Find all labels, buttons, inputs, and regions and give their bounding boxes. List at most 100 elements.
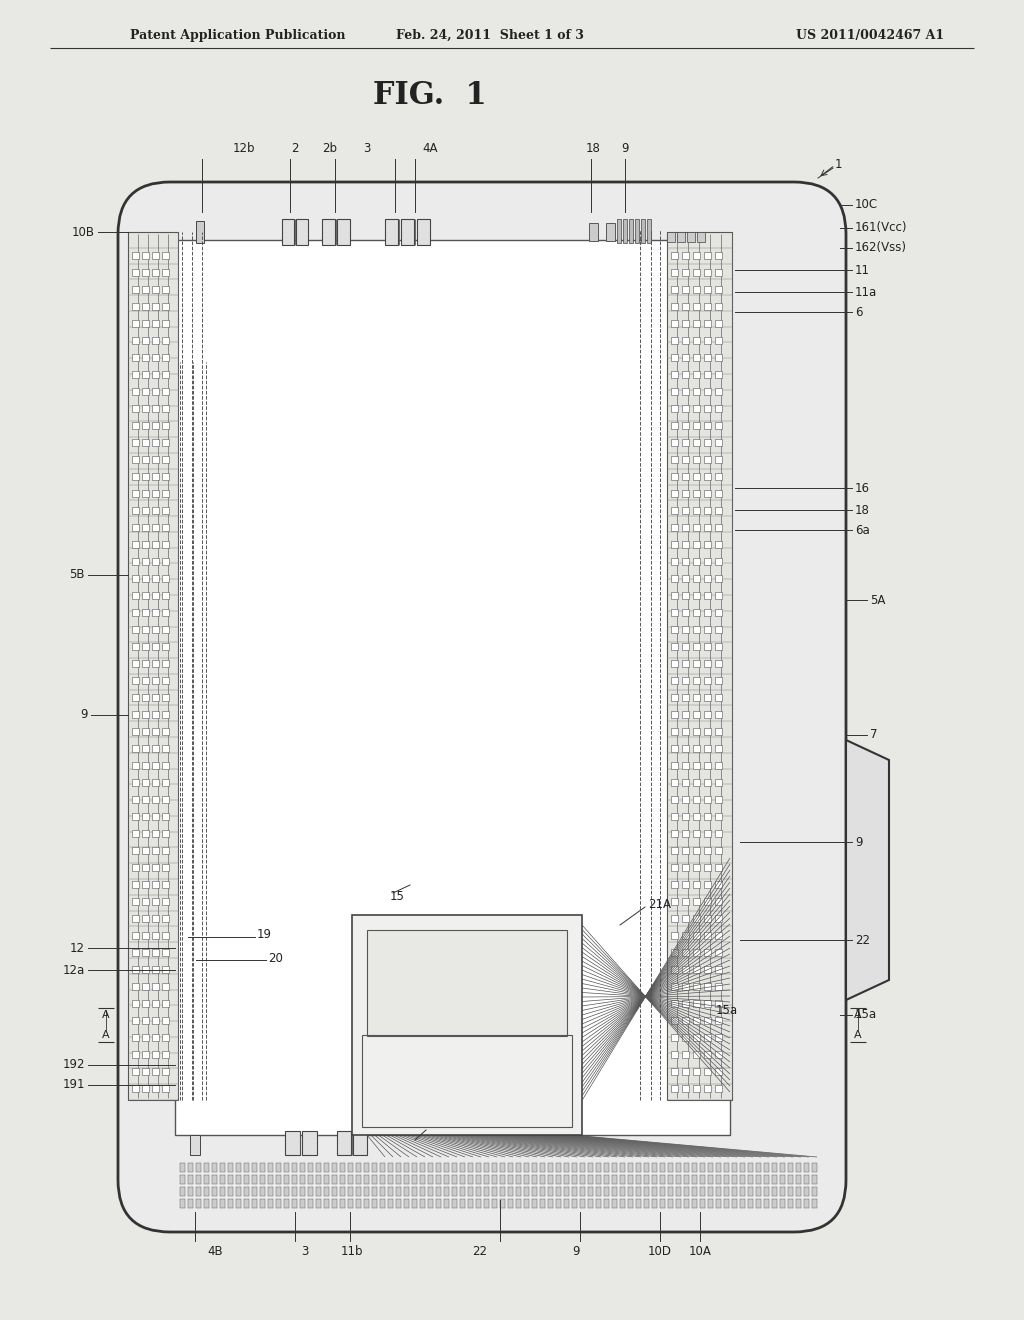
Bar <box>682 507 689 513</box>
Bar <box>693 304 700 310</box>
Bar <box>142 455 150 463</box>
Bar <box>142 440 150 446</box>
Bar <box>142 796 150 803</box>
Bar <box>524 1163 529 1172</box>
Bar <box>152 880 159 888</box>
Bar <box>804 1175 809 1184</box>
Bar <box>196 1175 201 1184</box>
Bar <box>428 1199 433 1208</box>
Bar <box>268 1163 273 1172</box>
Bar <box>715 490 722 498</box>
Bar <box>715 880 722 888</box>
Text: 162(Vss): 162(Vss) <box>855 242 907 255</box>
Text: 9: 9 <box>572 1245 580 1258</box>
Bar <box>132 677 139 684</box>
Bar <box>682 524 689 531</box>
Bar <box>705 1016 711 1024</box>
Bar <box>804 1163 809 1172</box>
Bar <box>152 558 159 565</box>
Bar <box>715 796 722 803</box>
Bar <box>671 371 678 378</box>
Text: A: A <box>854 1030 862 1040</box>
Bar <box>697 232 705 242</box>
Bar <box>162 660 169 667</box>
Bar <box>476 1187 481 1196</box>
Bar <box>671 779 678 785</box>
Bar <box>500 1187 505 1196</box>
Bar <box>620 1187 625 1196</box>
Bar <box>484 1187 489 1196</box>
Bar <box>715 949 722 956</box>
Bar <box>152 983 159 990</box>
Bar <box>260 1199 265 1208</box>
Bar <box>244 1163 249 1172</box>
Bar <box>705 711 711 718</box>
Bar <box>356 1199 361 1208</box>
Bar <box>162 304 169 310</box>
Bar <box>693 830 700 837</box>
Text: 192: 192 <box>62 1059 85 1072</box>
Bar <box>708 1199 713 1208</box>
Bar <box>132 847 139 854</box>
Bar <box>372 1163 377 1172</box>
Bar <box>693 319 700 327</box>
Bar <box>705 744 711 752</box>
Bar <box>693 558 700 565</box>
Bar <box>468 1199 473 1208</box>
Bar <box>152 422 159 429</box>
Bar <box>748 1175 753 1184</box>
Bar <box>142 983 150 990</box>
Text: 9: 9 <box>622 143 629 154</box>
Bar <box>132 729 139 735</box>
Bar <box>308 1175 313 1184</box>
Bar <box>180 1199 185 1208</box>
Bar <box>564 1163 569 1172</box>
Bar <box>212 1175 217 1184</box>
Bar <box>516 1175 521 1184</box>
Bar <box>724 1187 729 1196</box>
Bar <box>302 1131 317 1155</box>
Bar <box>340 1163 345 1172</box>
Bar <box>308 1163 313 1172</box>
Bar <box>682 337 689 345</box>
Bar <box>162 813 169 820</box>
Bar <box>705 609 711 616</box>
Bar <box>788 1163 793 1172</box>
Bar <box>132 286 139 293</box>
Bar <box>388 1175 393 1184</box>
Bar <box>142 354 150 360</box>
Bar <box>132 252 139 259</box>
Bar <box>152 966 159 973</box>
Bar <box>682 405 689 412</box>
Bar <box>705 269 711 276</box>
Bar <box>693 405 700 412</box>
Bar <box>693 983 700 990</box>
Bar <box>682 830 689 837</box>
Bar <box>756 1199 761 1208</box>
Bar <box>404 1175 409 1184</box>
Bar <box>671 643 678 649</box>
Bar <box>693 915 700 921</box>
Bar <box>716 1199 721 1208</box>
Bar <box>284 1175 289 1184</box>
Bar <box>715 626 722 634</box>
Bar <box>396 1163 401 1172</box>
Bar <box>162 865 169 871</box>
Text: 3: 3 <box>364 143 371 154</box>
Bar <box>705 643 711 649</box>
Bar <box>132 643 139 649</box>
Bar <box>676 1199 681 1208</box>
Bar <box>132 405 139 412</box>
Bar <box>142 932 150 939</box>
Bar <box>671 558 678 565</box>
Bar <box>812 1187 817 1196</box>
Bar <box>693 779 700 785</box>
Bar <box>380 1187 385 1196</box>
Bar <box>715 660 722 667</box>
Text: 9: 9 <box>81 709 88 722</box>
Bar <box>162 591 169 599</box>
Bar <box>693 473 700 480</box>
Bar <box>152 576 159 582</box>
Bar <box>132 473 139 480</box>
Bar <box>636 1163 641 1172</box>
